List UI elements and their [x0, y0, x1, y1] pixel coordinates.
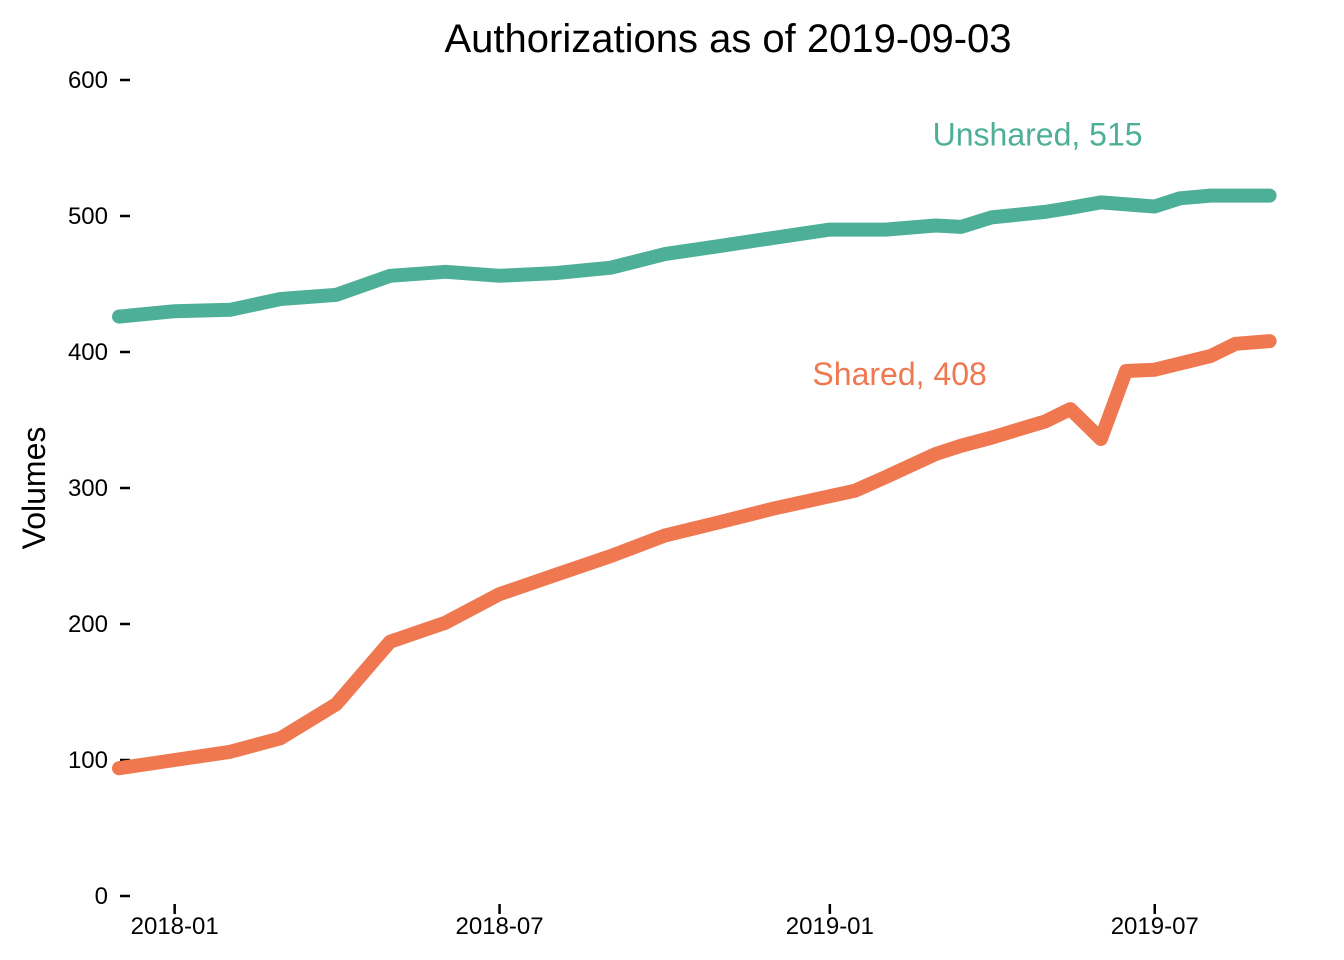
x-tick-label: 2019-07 [1111, 913, 1199, 940]
y-axis-title: Volumes [16, 427, 52, 550]
series-label-unshared: Unshared, 515 [933, 117, 1143, 153]
series-label-shared: Shared, 408 [812, 356, 986, 392]
x-axis: 2018-01 2018-07 2019-01 2019-07 [131, 904, 1199, 940]
y-tick-label: 400 [68, 339, 108, 366]
series-line-shared [112, 334, 1277, 776]
series-group [112, 188, 1277, 776]
x-tick-label: 2018-07 [456, 913, 544, 940]
x-tick-label: 2018-01 [131, 913, 219, 940]
y-tick-label: 300 [68, 475, 108, 502]
y-tick-label: 100 [68, 747, 108, 774]
y-tick-label: 0 [95, 883, 108, 910]
series-labels: Unshared, 515 Shared, 408 [812, 117, 1142, 393]
y-axis: 0 100 200 300 400 500 600 [68, 67, 130, 910]
y-tick-label: 600 [68, 67, 108, 94]
y-tick-label: 500 [68, 203, 108, 230]
chart-title: Authorizations as of 2019-09-03 [444, 17, 1011, 61]
y-tick-label: 200 [68, 611, 108, 638]
x-tick-label: 2019-01 [786, 913, 874, 940]
series-line-unshared [112, 188, 1277, 324]
